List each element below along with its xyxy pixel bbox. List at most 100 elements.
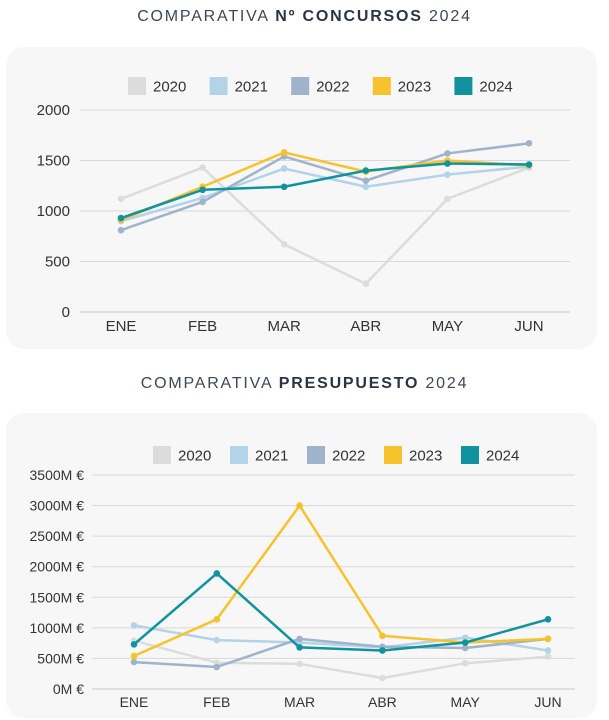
chart2-legend-label: 2020 <box>178 448 211 465</box>
chart2-legend-swatch <box>307 446 325 464</box>
chart1-legend-item-2021[interactable]: 2021 <box>209 77 268 96</box>
chart2-point-2020 <box>296 660 303 668</box>
chart2-series-line-2023 <box>132 504 550 658</box>
chart1-point-2024 <box>525 161 533 168</box>
chart1-point-2022 <box>362 177 370 184</box>
chart2-xtick-label: ABR <box>368 694 397 710</box>
chart2-legend-swatch <box>384 446 402 464</box>
chart1-title-bold: Nº CONCURSOS <box>275 8 423 25</box>
chart2-legend-item-2020[interactable]: 2020 <box>153 446 211 465</box>
chart2-ytick-label: 3500M € <box>30 467 85 483</box>
chart2-point-2024 <box>544 615 552 623</box>
chart1-panel <box>6 47 597 349</box>
chart1-legend-label: 2021 <box>235 79 268 96</box>
chart2-ytick-label: 2500M € <box>30 528 85 544</box>
chart1-point-2020 <box>199 164 206 171</box>
chart2-point-2021 <box>544 647 552 654</box>
chart1-legend-item-2022[interactable]: 2022 <box>291 77 350 96</box>
chart1-legend-label: 2024 <box>479 79 512 96</box>
chart2-xtick-label: MAY <box>451 694 481 710</box>
chart1-legend-swatch <box>128 77 146 95</box>
chart2-title-bold: PRESUPUESTO <box>278 375 420 392</box>
chart1-series-line-2023 <box>119 151 531 222</box>
chart1-legend-label: 2023 <box>398 79 431 96</box>
chart2-legend-label: 2022 <box>332 448 365 465</box>
chart1-point-2022 <box>199 198 206 206</box>
chart2-panel <box>6 413 597 718</box>
chart1-series-line-2022 <box>119 142 531 232</box>
chart1-point-2020 <box>117 195 125 203</box>
chart1-point-2022 <box>525 140 533 147</box>
chart2-series-line-2024 <box>132 572 550 652</box>
chart2-point-2023 <box>379 632 386 640</box>
chart2-legend-item-2021[interactable]: 2021 <box>230 446 288 465</box>
chart1-point-2023 <box>280 149 288 156</box>
chart1-ytick-label: 1500 <box>37 153 70 170</box>
chart2-title-prefix: COMPARATIVA <box>140 375 273 392</box>
chart1-point-2020 <box>280 241 288 248</box>
chart1-point-2024 <box>280 183 288 191</box>
chart1-point-2020 <box>362 280 370 288</box>
chart2-legend-item-2022[interactable]: 2022 <box>307 446 365 465</box>
chart1-ytick-label: 0 <box>62 304 70 321</box>
chart2-xtick-label: MAR <box>284 694 315 710</box>
chart1-title-prefix: COMPARATIVA <box>137 8 270 25</box>
chart2-ytick-label: 0M € <box>53 681 84 697</box>
chart1-legend-label: 2020 <box>153 79 186 96</box>
chart1-point-2020 <box>444 195 451 203</box>
chart2-legend-item-2024[interactable]: 2024 <box>461 446 519 465</box>
chart2-point-2020 <box>379 674 386 682</box>
chart1-point-2021 <box>280 165 288 172</box>
chart1-point-2024 <box>117 214 125 222</box>
chart2-point-2022 <box>213 663 221 671</box>
chart2-legend-swatch <box>461 446 479 464</box>
chart2-point-2024 <box>213 570 221 577</box>
chart1-point-2024 <box>362 167 370 174</box>
chart2-point-2020 <box>544 653 552 660</box>
chart2-legend-item-2023[interactable]: 2023 <box>384 446 442 465</box>
chart1-xtick-label: FEB <box>188 318 217 335</box>
chart1-xtick-label: MAY <box>432 318 463 335</box>
chart1-point-2024 <box>199 186 206 194</box>
chart2-point-2022 <box>461 644 469 652</box>
chart1-title: COMPARATIVA Nº CONCURSOS 2024 <box>0 8 609 26</box>
chart2-legend-swatch <box>230 446 248 464</box>
chart2-legend-swatch <box>153 446 171 464</box>
chart1-legend-item-2023[interactable]: 2023 <box>372 77 431 96</box>
chart2-xtick-label: ENE <box>120 694 149 710</box>
chart2-point-2021 <box>461 634 469 641</box>
chart1-point-2021 <box>362 183 370 191</box>
chart2-point-2022 <box>296 635 303 643</box>
chart1-legend-swatch <box>372 77 391 95</box>
chart2-point-2023 <box>213 615 221 623</box>
chart2-ytick-label: 1500M € <box>30 589 85 605</box>
chart2-ytick-label: 3000M € <box>30 498 85 514</box>
chart1-ytick-label: 500 <box>45 254 70 271</box>
chart2-point-2024 <box>130 641 138 648</box>
chart1-point-2021 <box>444 171 451 178</box>
chart1-legend-swatch <box>454 77 473 95</box>
chart1-xtick-label: ENE <box>106 318 137 335</box>
chart1-ytick-label: 1000 <box>37 203 70 220</box>
chart2-point-2023 <box>130 652 138 660</box>
chart2-point-2022 <box>130 658 138 666</box>
chart2-point-2024 <box>379 647 386 654</box>
chart2-ytick-label: 1000M € <box>30 620 85 636</box>
chart1-legend-item-2024[interactable]: 2024 <box>454 77 513 96</box>
chart2-point-2021 <box>130 622 138 629</box>
chart1-legend-item-2020[interactable]: 2020 <box>128 77 186 96</box>
chart2-legend-label: 2023 <box>409 448 442 465</box>
chart1-xtick-label: MAR <box>268 318 302 335</box>
chart1-point-2022 <box>117 226 125 234</box>
chart2-legend-label: 2021 <box>255 448 288 465</box>
chart2-point-2023 <box>296 502 303 509</box>
chart1-title-suffix: 2024 <box>428 8 472 25</box>
chart2-ytick-label: 2000M € <box>30 559 85 575</box>
chart2-point-2024 <box>296 644 303 651</box>
chart1-series-line-2020 <box>119 166 531 285</box>
chart2-title: COMPARATIVA PRESUPUESTO 2024 <box>0 375 609 393</box>
chart2-series-line-2020 <box>132 639 550 680</box>
chart2-point-2024 <box>461 639 469 646</box>
chart1-xtick-label: ABR <box>350 318 381 335</box>
